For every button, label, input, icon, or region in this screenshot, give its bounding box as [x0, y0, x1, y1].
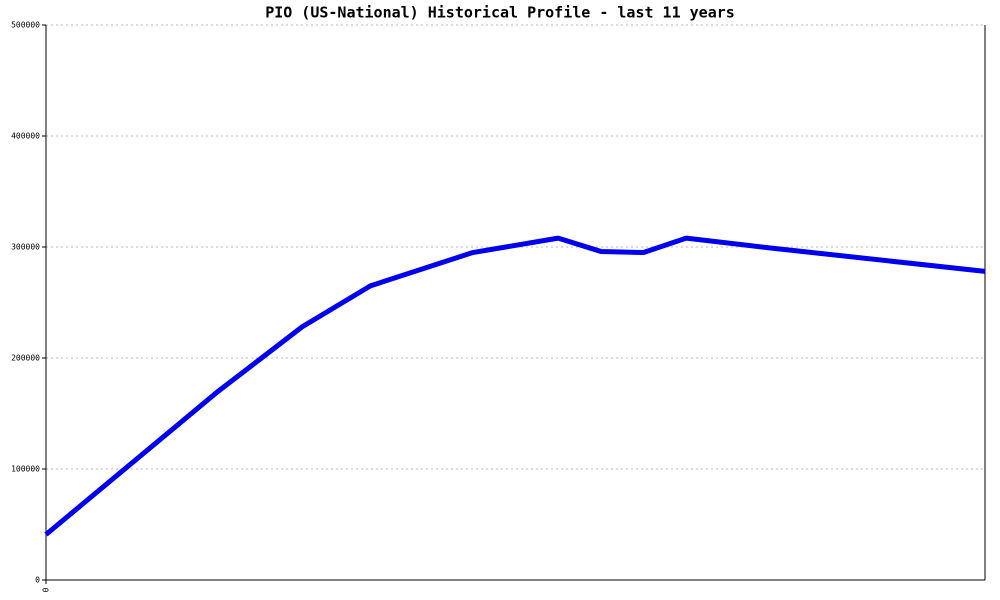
y-tick-label: 200000 — [11, 354, 40, 363]
data-line — [44, 235, 986, 537]
y-tick-label: 0 — [35, 576, 40, 585]
chart-title: PIO (US-National) Historical Profile - l… — [265, 4, 735, 22]
x-tick-label: 0 — [42, 587, 51, 592]
y-tick-label: 400000 — [11, 132, 40, 141]
y-tick-label: 300000 — [11, 243, 40, 252]
y-tick-label: 500000 — [11, 21, 40, 30]
y-tick-label: 100000 — [11, 465, 40, 474]
